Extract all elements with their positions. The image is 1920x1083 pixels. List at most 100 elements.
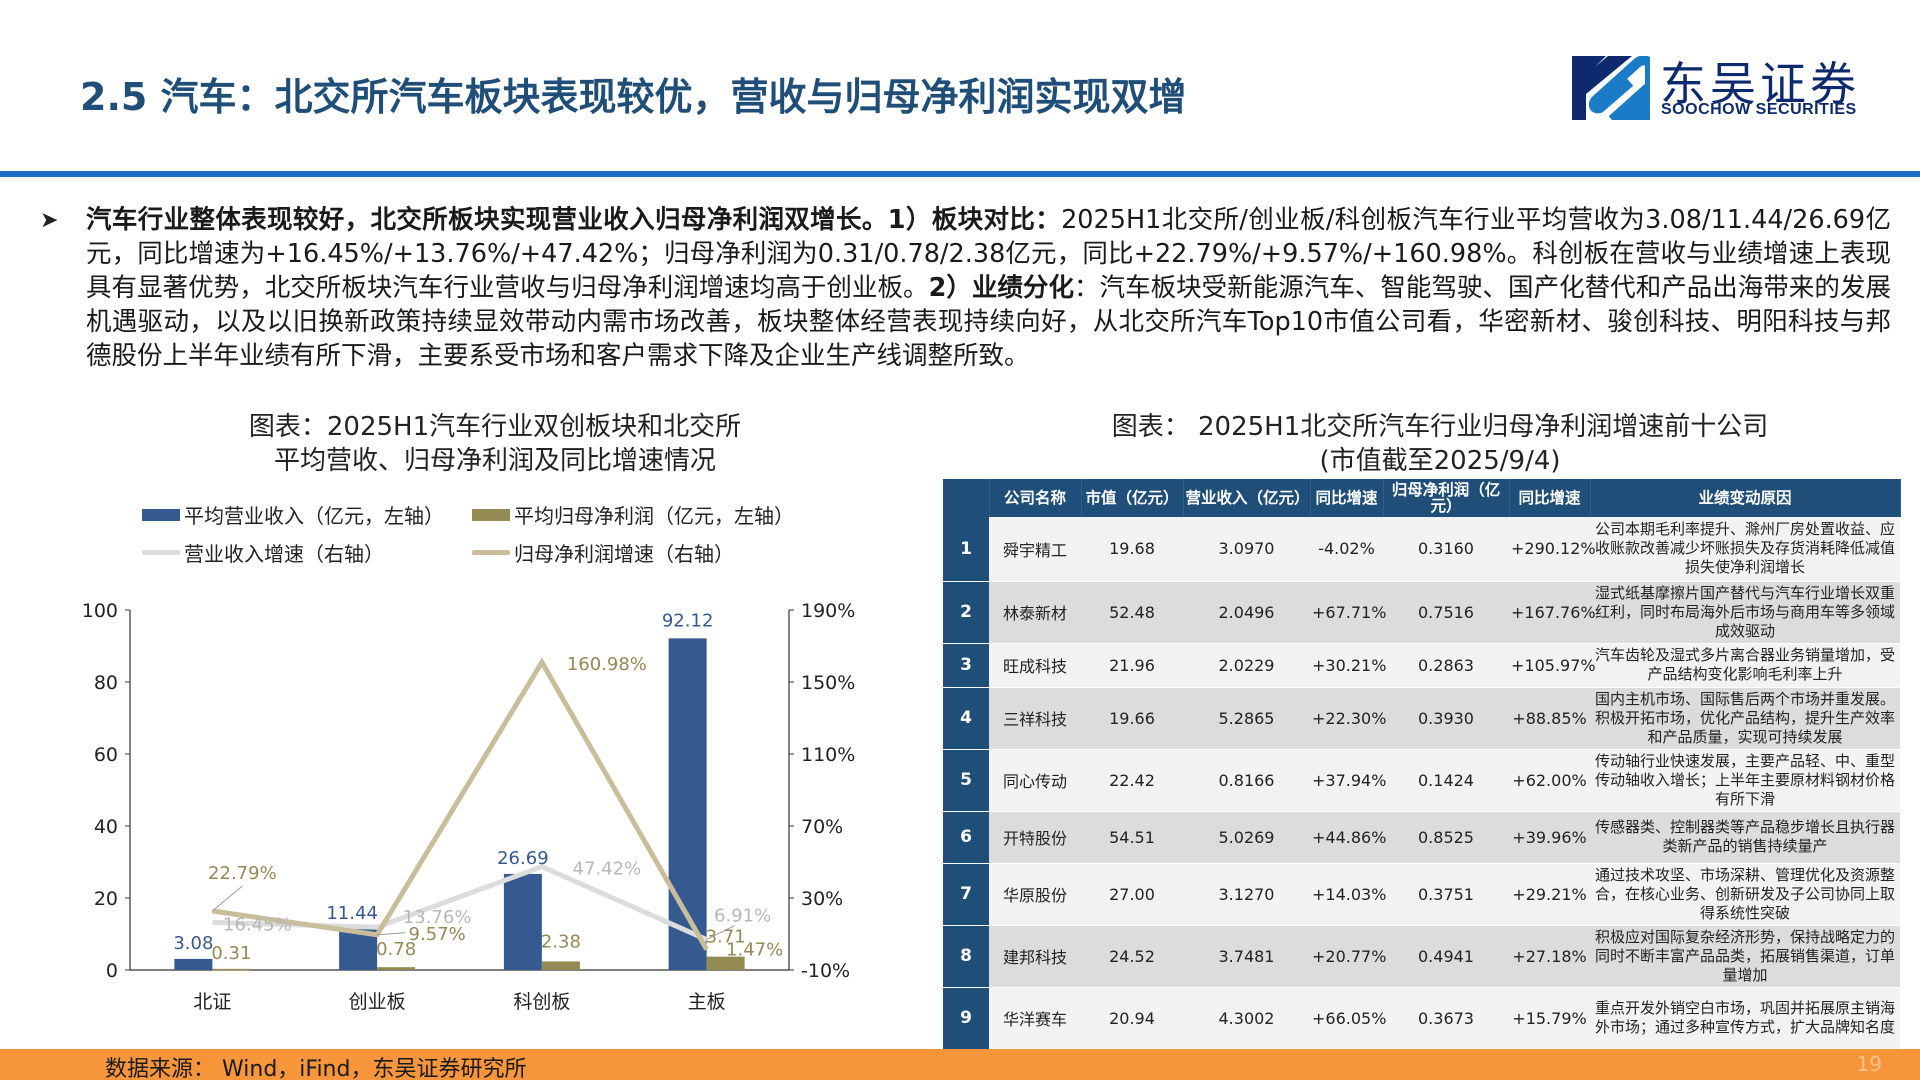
profit-yoy: +88.85%: [1509, 687, 1590, 750]
header-market-cap: 市值（亿元）: [1081, 479, 1184, 517]
header-divider: [0, 171, 1920, 177]
row-index: 5: [943, 749, 989, 812]
revenue-yoy: -4.02%: [1310, 517, 1383, 582]
header-net-profit: 归母净利润（亿元）: [1383, 479, 1510, 517]
row-index: 7: [943, 863, 989, 926]
row-index: 9: [943, 987, 989, 1050]
revenue: 2.0496: [1183, 581, 1310, 644]
combo-chart: 0 20 40 60 80 100 -10% 30% 70% 110% 150% 190% 北证 创业板 科…: [82, 600, 856, 1013]
table-row: 1 舜宇精工 19.68 3.0970 -4.02% 0.3160 +290.12% 公司本期…: [943, 517, 1900, 582]
footer-bar: 数据来源： Wind，iFind，东吴证券研究所 19: [0, 1049, 1920, 1082]
right-tick-label: 110%: [801, 744, 855, 766]
category-label: 北证: [193, 991, 231, 1013]
table-row: 3 旺成科技 21.96 2.0229 +30.21% 0.2863 +105.97% 汽车齿…: [943, 643, 1900, 688]
profit-bar: [377, 967, 416, 970]
profit-growth-label: 9.57%: [409, 924, 466, 945]
right-tick-label: 30%: [801, 888, 843, 910]
profit-growth-label: 1.47%: [726, 939, 783, 960]
revenue-label: 3.08: [173, 933, 213, 954]
table-row: 4 三祥科技 19.66 5.2865 +22.30% 0.3930 +88.85% 国内主机…: [943, 687, 1900, 750]
left-tick-label: 40: [94, 816, 118, 838]
net-profit: 0.3160: [1383, 517, 1509, 582]
soochow-logo-icon: [1572, 56, 1650, 120]
revenue-growth-label: 47.42%: [573, 859, 642, 880]
revenue: 2.0229: [1183, 643, 1310, 688]
header-index: [943, 479, 990, 517]
market-cap: 27.00: [1081, 863, 1183, 926]
logo-chinese-name: 东吴证券: [1660, 57, 1860, 111]
profit-yoy: +39.96%: [1509, 811, 1590, 864]
net-profit: 0.3751: [1383, 863, 1509, 926]
net-profit: 0.1424: [1383, 749, 1509, 812]
profit-label: 0.31: [211, 943, 251, 964]
legend-label: 归母净利润增速（右轴）: [514, 542, 734, 566]
performance-reason: 通过技术攻坚、市场深耕、管理优化及资源整合，在核心业务、创新研发及子公司协同上取…: [1590, 863, 1900, 926]
performance-reason: 国内主机市场、国际售后两个市场并重发展。积极开拓市场，优化产品结构，提升生产效率…: [1590, 687, 1900, 750]
performance-reason: 重点开发外销空白市场，巩固并拓展原主销海外市场；通过多种宣传方式，扩大品牌知名度: [1590, 987, 1900, 1050]
net-profit: 0.2863: [1383, 643, 1509, 688]
profit-bar: [706, 956, 745, 970]
revenue-growth-label: 16.45%: [223, 914, 292, 935]
right-tick-label: 150%: [801, 672, 855, 694]
header-reason: 业绩变动原因: [1590, 479, 1901, 517]
legend-swatch-revenue-bar: [142, 508, 180, 521]
performance-reason: 湿式纸基摩擦片国产替代与汽车行业增长双重红利，同时布局海外后市场与商用车等多领域…: [1590, 581, 1900, 644]
legend-label: 平均归母净利润（亿元，左轴）: [514, 504, 794, 528]
company-name: 华洋赛车: [989, 987, 1081, 1050]
left-tick-label: 20: [94, 888, 118, 910]
net-profit: 0.3673: [1383, 987, 1509, 1050]
profit-label: 3.71: [706, 927, 746, 948]
net-profit: 0.8525: [1383, 811, 1509, 864]
summary-bold-1: 汽车行业整体表现较好，北交所板块实现营业收入归母净利润双增长。1）板块对比：: [86, 205, 1062, 235]
arrow-bullet-icon: ➤: [40, 208, 59, 233]
legend-swatch-revenue-line: [142, 550, 180, 555]
profit-label: 0.78: [376, 939, 416, 960]
right-tick-label: -10%: [801, 960, 850, 982]
table-row: 7 华原股份 27.00 3.1270 +14.03% 0.3751 +29.21% 通过技术…: [943, 863, 1900, 926]
revenue-yoy: +44.86%: [1310, 811, 1386, 864]
market-cap: 24.52: [1081, 925, 1183, 988]
company-name: 建邦科技: [989, 925, 1081, 988]
row-index: 3: [943, 643, 989, 688]
revenue-label: 92.12: [662, 610, 714, 631]
profit-label: 2.38: [541, 931, 581, 952]
page-number: 19: [1856, 1052, 1882, 1076]
performance-reason: 传动轴行业快速发展，主要产品轻、中、重型传动轴收入增长；上半年主要原材料钢材价格…: [1590, 749, 1900, 812]
header-company: 公司名称: [989, 479, 1082, 517]
profit-bar: [212, 968, 251, 971]
header-revenue-yoy: 同比增速: [1310, 479, 1384, 517]
performance-reason: 公司本期毛利率提升、滁州厂房处置收益、应收账款改善减少坏账损失及存货消耗降低减值…: [1590, 517, 1900, 582]
revenue-yoy: +67.71%: [1310, 581, 1386, 644]
revenue-yoy: +14.03%: [1310, 863, 1386, 926]
row-index: 4: [943, 687, 989, 750]
logo-english-name: SOOCHOW SECURITIES: [1661, 101, 1857, 118]
revenue: 3.1270: [1183, 863, 1310, 926]
summary-paragraph: 汽车行业整体表现较好，北交所板块实现营业收入归母净利润双增长。1）板块对比：20…: [86, 203, 1891, 373]
revenue-yoy: +20.77%: [1310, 925, 1386, 988]
chart-title-line2: 平均营收、归母净利润及同比增速情况: [273, 446, 716, 476]
row-index: 6: [943, 811, 989, 864]
summary-text-2: ：汽车板块受新能源汽车、智能驾驶、国产化替代和产品出海带来的发展机遇驱动，以及以…: [86, 273, 1891, 371]
revenue: 3.0970: [1183, 517, 1310, 582]
right-tick-label: 190%: [801, 600, 855, 622]
profit-growth-line: [212, 657, 709, 951]
revenue: 5.2865: [1183, 687, 1310, 750]
company-name: 旺成科技: [989, 643, 1081, 688]
left-tick-label: 80: [94, 672, 118, 694]
profit-yoy: +29.21%: [1509, 863, 1590, 926]
revenue-growth-label: 6.91%: [714, 906, 771, 927]
page-title: 2.5 汽车：北交所汽车板块表现较优，营收与归母净利润实现双增: [80, 75, 1187, 119]
net-profit: 0.3930: [1383, 687, 1509, 750]
table-row: 2 林泰新材 52.48 2.0496 +67.71% 0.7516 +167.76% 湿式纸…: [943, 581, 1900, 644]
table-row: 5 同心传动 22.42 0.8166 +37.94% 0.1424 +62.00% 传动轴行…: [943, 749, 1900, 812]
table-title: 图表： 2025H1北交所汽车行业归母净利润增速前十公司 (市值截至2025/9…: [1000, 410, 1880, 478]
left-tick-label: 0: [106, 960, 118, 982]
table-title-line1: 图表： 2025H1北交所汽车行业归母净利润增速前十公司: [1111, 412, 1769, 442]
header-profit-yoy: 同比增速: [1509, 479, 1591, 517]
left-tick-label: 100: [82, 600, 118, 622]
revenue-growth-label: 13.76%: [403, 907, 472, 928]
legend-swatch-profit-line: [472, 550, 510, 555]
top10-companies-table: 公司名称 市值（亿元） 营业收入（亿元） 同比增速 归母净利润（亿元） 同比增速…: [943, 479, 1901, 1075]
profit-growth-label: 22.79%: [208, 863, 277, 884]
legend-label: 营业收入增速（右轴）: [184, 542, 384, 566]
